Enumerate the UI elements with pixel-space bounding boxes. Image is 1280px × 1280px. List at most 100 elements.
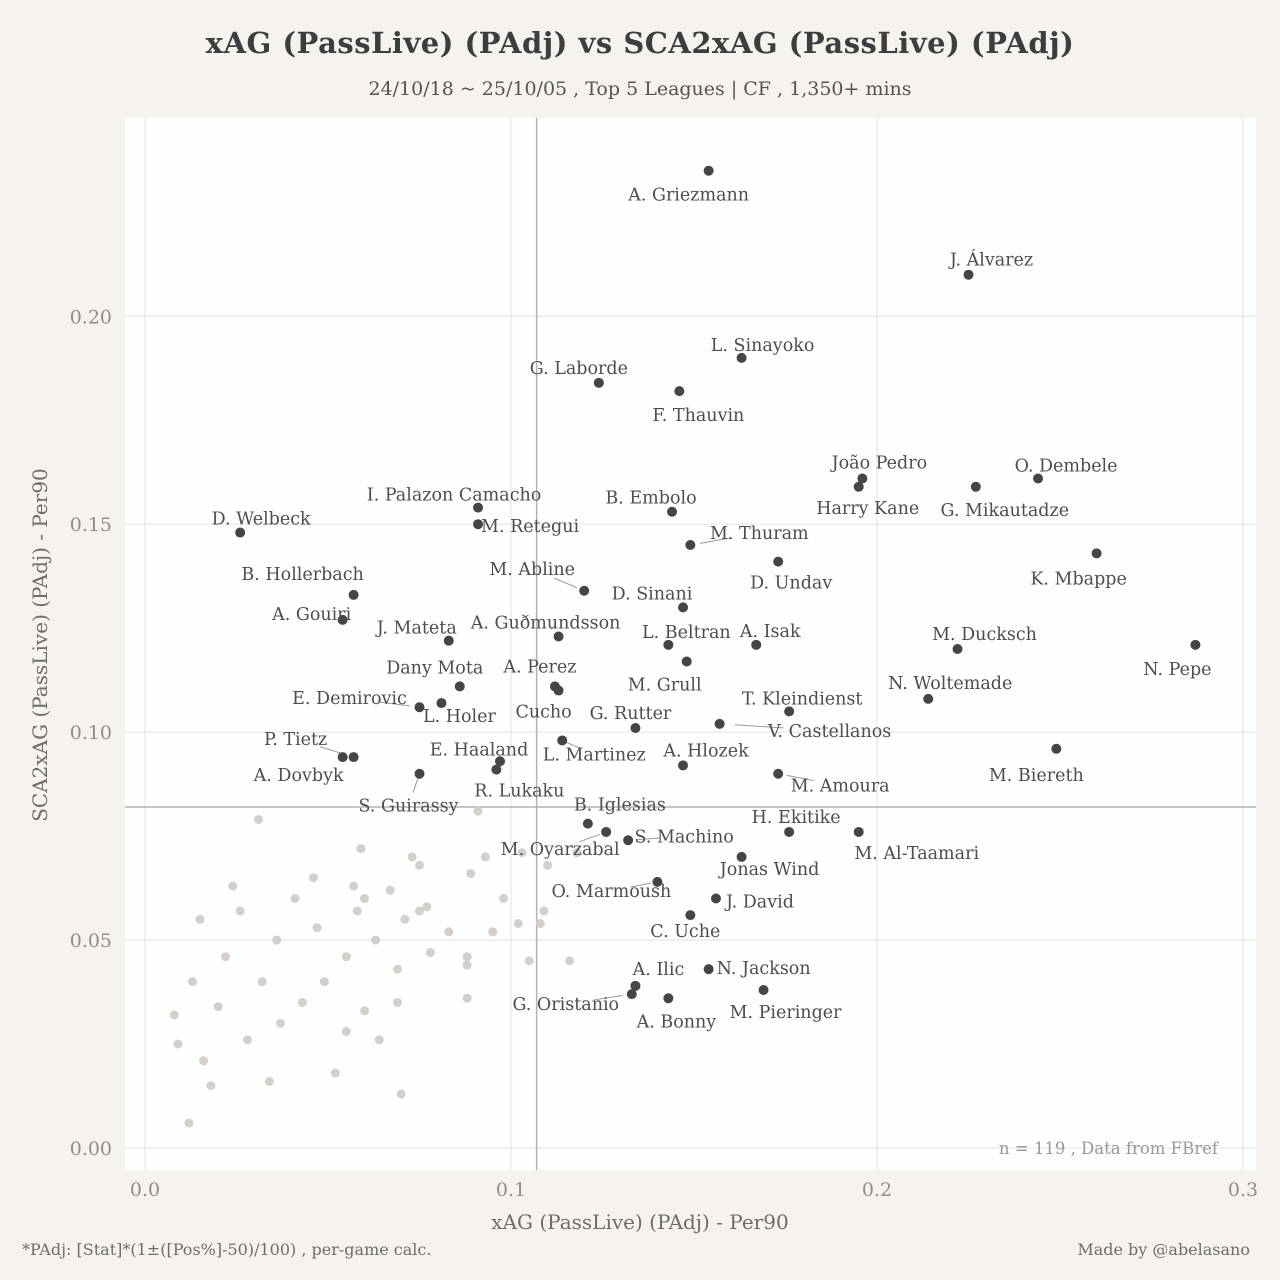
data-point-unlabeled — [385, 885, 395, 895]
data-point-label: A. Guðmundsson — [470, 614, 621, 634]
data-point-unlabeled — [374, 1035, 384, 1045]
data-point-labeled — [1190, 639, 1201, 650]
data-point-label: A. Hlozek — [662, 741, 749, 761]
data-point-unlabeled — [473, 806, 483, 816]
data-point-labeled — [414, 702, 425, 713]
chart-title: xAG (PassLive) (PAdj) vs SCA2xAG (PassLi… — [205, 26, 1075, 60]
data-point-unlabeled — [330, 1068, 340, 1078]
data-point-labeled — [495, 756, 506, 767]
data-point-unlabeled — [352, 906, 362, 916]
data-point-label: D. Sinani — [612, 584, 693, 604]
plot-panel — [125, 118, 1256, 1170]
data-point-unlabeled — [517, 848, 527, 858]
data-point-unlabeled — [543, 860, 553, 870]
y-axis-label: SCA2xAG (PassLive) (PAdj) - Per90 — [28, 468, 52, 822]
data-point-labeled — [1091, 548, 1102, 559]
data-point-label: F. Thauvin — [652, 406, 744, 426]
data-point-unlabeled — [341, 1027, 351, 1037]
data-point-labeled — [773, 556, 784, 567]
data-point-label: B. Embolo — [605, 489, 696, 509]
data-point-labeled — [553, 631, 564, 642]
data-point-label: L. Sinayoko — [711, 336, 815, 356]
data-point-unlabeled — [312, 923, 322, 933]
data-point-label: A. Bonny — [636, 1012, 717, 1032]
data-point-labeled — [348, 589, 359, 600]
data-point-labeled — [678, 760, 689, 771]
data-point-labeled — [685, 910, 696, 921]
data-point-labeled — [630, 980, 641, 991]
data-point-labeled — [337, 752, 348, 763]
data-point-unlabeled — [199, 1056, 209, 1066]
data-point-label: Jonas Wind — [718, 860, 820, 880]
data-point-unlabeled — [480, 852, 490, 862]
data-point-unlabeled — [539, 906, 549, 916]
data-point-label: B. Hollerbach — [241, 565, 363, 585]
data-point-labeled — [758, 984, 769, 995]
data-point-unlabeled — [513, 918, 523, 928]
data-point-unlabeled — [400, 914, 410, 924]
y-tick-label: 0.05 — [70, 930, 112, 952]
data-point-label: M. Oyarzabal — [501, 840, 620, 860]
label-connector — [566, 741, 582, 750]
data-point-unlabeled — [462, 952, 472, 962]
data-point-labeled — [784, 826, 795, 837]
y-tick-label: 0.00 — [70, 1138, 112, 1160]
data-point-unlabeled — [407, 852, 417, 862]
label-connector — [553, 577, 578, 589]
data-point-unlabeled — [206, 1081, 216, 1091]
data-point-label: G. Laborde — [530, 359, 628, 379]
x-tick-label: 0.3 — [1228, 1179, 1258, 1201]
data-point-labeled — [473, 502, 484, 513]
data-point-unlabeled — [290, 893, 300, 903]
data-point-unlabeled — [425, 948, 435, 958]
data-point-labeled — [593, 377, 604, 388]
data-point-labeled — [714, 718, 725, 729]
data-point-label: C. Uche — [650, 922, 720, 942]
chart-subtitle: 24/10/18 ~ 25/10/05 , Top 5 Leagues | CF… — [368, 78, 912, 100]
data-point-label: N. Pepe — [1143, 660, 1211, 680]
data-point-labeled — [491, 764, 502, 775]
data-point-label: L. Holer — [423, 707, 496, 727]
data-point-unlabeled — [360, 1006, 370, 1016]
data-point-label: A. Griezmann — [627, 186, 749, 206]
label-connector — [412, 778, 419, 793]
data-point-unlabeled — [572, 848, 582, 858]
data-point-label: O. Dembele — [1015, 456, 1118, 476]
data-point-unlabeled — [393, 964, 403, 974]
data-point-labeled — [1051, 743, 1062, 754]
data-point-unlabeled — [188, 977, 198, 987]
label-connector — [378, 701, 410, 707]
data-point-label: I. Palazon Camacho — [367, 486, 542, 506]
data-point-labeled — [473, 519, 484, 530]
data-point-labeled — [703, 165, 714, 176]
label-connector — [630, 882, 652, 888]
data-point-label: G. Mikautadze — [941, 501, 1070, 521]
data-point-label: L. Beltran — [642, 623, 731, 643]
data-point-unlabeled — [415, 860, 424, 870]
data-point-label: O. Marmoush — [551, 882, 671, 902]
data-point-label: R. Lukaku — [474, 782, 564, 802]
data-point-label: M. Biereth — [989, 766, 1084, 786]
label-connector — [699, 537, 731, 544]
data-point-labeled — [667, 506, 678, 517]
data-point-label: L. Martinez — [543, 745, 646, 765]
data-point-unlabeled — [462, 993, 472, 1003]
data-point-unlabeled — [297, 997, 307, 1007]
data-point-label: M. Ducksch — [932, 625, 1037, 645]
data-point-labeled — [853, 826, 864, 837]
data-point-labeled — [963, 269, 974, 280]
data-point-label: V. Castellanos — [767, 722, 891, 742]
data-point-labeled — [663, 993, 674, 1004]
data-point-unlabeled — [242, 1035, 252, 1045]
data-point-labeled — [857, 473, 868, 484]
data-point-labeled — [678, 602, 689, 613]
data-point-labeled — [579, 585, 590, 596]
data-point-labeled — [773, 768, 784, 779]
data-point-labeled — [853, 481, 864, 492]
data-point-unlabeled — [169, 1010, 179, 1020]
label-connector — [579, 833, 600, 843]
y-tick-label: 0.15 — [70, 514, 112, 536]
data-point-unlabeled — [319, 977, 329, 987]
footnote-credit: Made by @abelasano — [1077, 1240, 1250, 1259]
data-point-label: T. Kleindienst — [742, 689, 863, 709]
